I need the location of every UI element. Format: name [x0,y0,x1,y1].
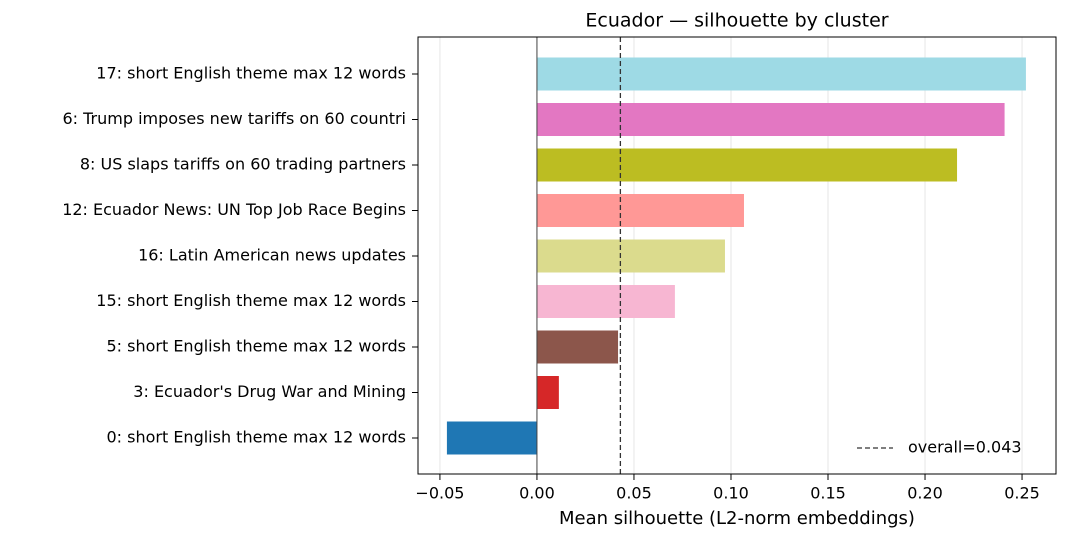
bar [536,194,744,227]
bar [536,376,559,409]
y-tick-label: 6: Trump imposes new tariffs on 60 count… [62,109,406,128]
bar [536,330,619,364]
legend: overall=0.043 [857,438,1022,457]
x-tick-label: 0.05 [616,484,652,503]
x-tick-label: 0.15 [810,484,846,503]
y-tick-label: 15: short English theme max 12 words [96,291,406,310]
plot-frame [417,36,1057,475]
bar [536,57,1026,91]
bar [536,285,675,318]
x-tick-label: 0.25 [1004,484,1040,503]
x-tick-label: 0.00 [519,484,555,503]
y-tick-label: 0: short English theme max 12 words [106,428,406,447]
y-tick-label: 5: short English theme max 12 words [106,337,406,356]
y-tick-label: 8: US slaps tariffs on 60 trading partne… [80,155,406,174]
y-tick-label: 17: short English theme max 12 words [96,64,406,83]
bar [536,103,1005,136]
x-tick-label: 0.10 [713,484,749,503]
bar [446,421,537,455]
y-tick-label: 16: Latin American news updates [138,246,406,265]
bar [536,239,725,273]
x-axis-label: Mean silhouette (L2-norm embeddings) [559,508,915,529]
y-tick-label: 3: Ecuador's Drug War and Mining [133,382,406,401]
x-tick-label: 0.20 [907,484,943,503]
bar [536,148,958,182]
x-tick-label: −0.05 [415,484,464,503]
y-tick-label: 12: Ecuador News: UN Top Job Race Begins [62,200,406,219]
chart-title: Ecuador — silhouette by cluster [585,10,888,32]
legend-label: overall=0.043 [908,438,1022,457]
